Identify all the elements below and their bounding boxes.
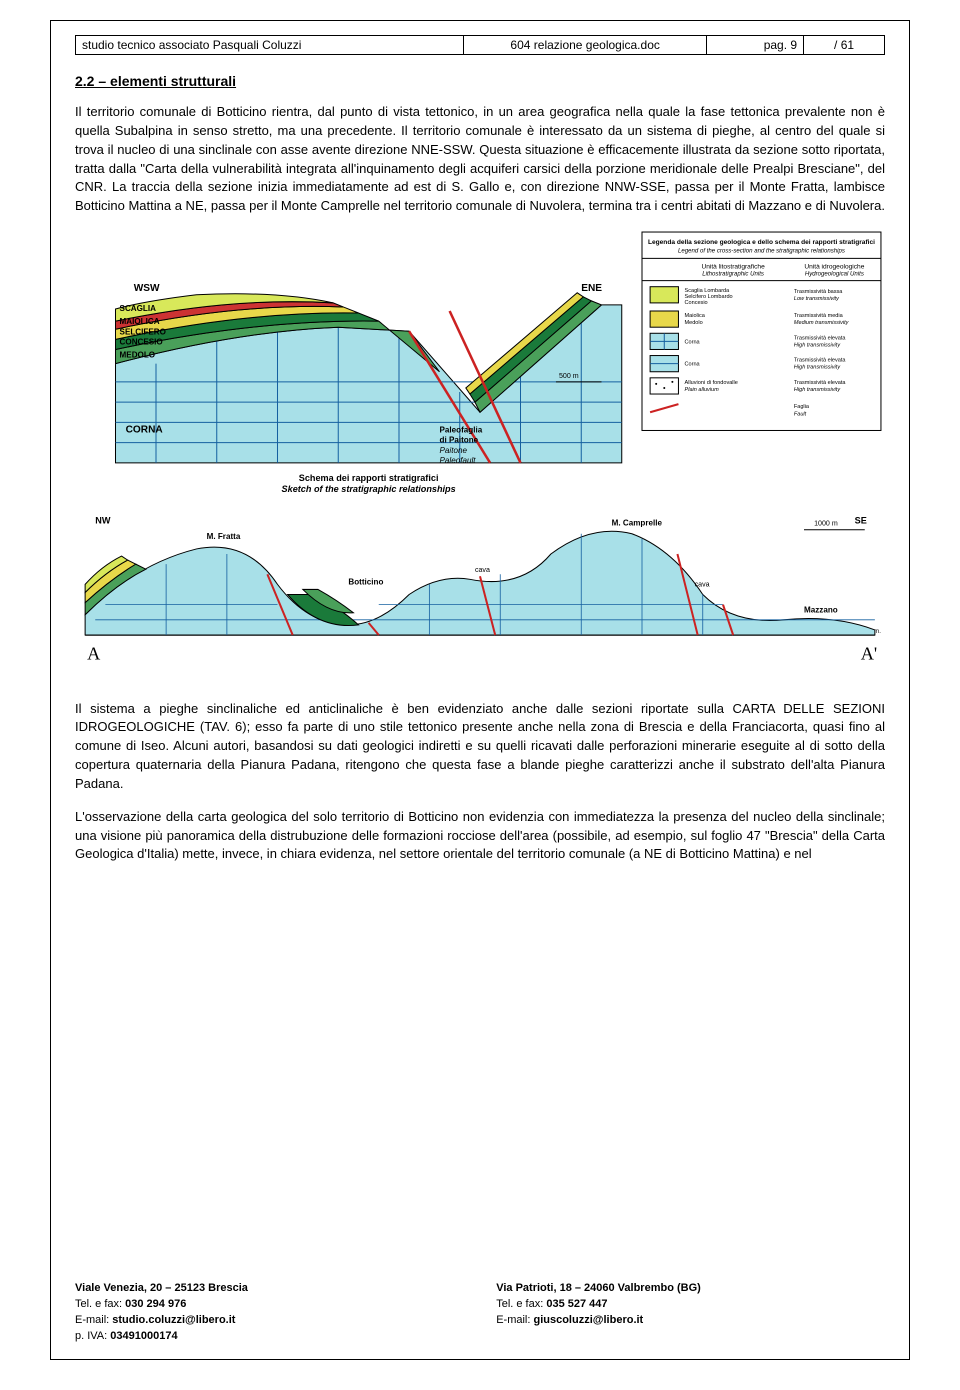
page-frame: { "header": { "studio": "studio tecnico … — [50, 20, 910, 1360]
svg-text:Trasmissività media: Trasmissività media — [794, 313, 844, 319]
footer-right: Via Patrioti, 18 – 24060 Valbrembo (BG) … — [496, 1281, 885, 1345]
svg-text:cava: cava — [695, 580, 710, 588]
svg-text:di Paitone: di Paitone — [440, 436, 479, 445]
svg-text:Unità litostratigrafiche: Unità litostratigrafiche — [701, 264, 765, 271]
paragraph-1: Il territorio comunale di Botticino rien… — [75, 103, 885, 216]
svg-text:Trasmissività elevata: Trasmissività elevata — [794, 335, 846, 341]
svg-text:500 m: 500 m — [559, 372, 579, 380]
footer-right-tel-label: Tel. e fax: — [496, 1298, 546, 1310]
svg-text:Trasmissività elevata: Trasmissività elevata — [794, 380, 846, 386]
svg-text:Medium transmissivity: Medium transmissivity — [794, 320, 850, 326]
header-page: pag. 9 — [707, 36, 804, 55]
svg-text:SELCIFERO: SELCIFERO — [120, 327, 166, 336]
svg-text:cava: cava — [475, 566, 490, 574]
svg-text:M. Camprelle: M. Camprelle — [612, 519, 663, 528]
svg-text:Paleofaglia: Paleofaglia — [440, 426, 483, 435]
footer-right-tel: 035 527 447 — [546, 1298, 607, 1310]
header-total: / 61 — [804, 36, 885, 55]
footer-right-email: giuscoluzzi@libero.it — [533, 1314, 643, 1326]
upper-section: WSW ENE — [116, 283, 622, 494]
footer-right-email-label: E-mail: — [496, 1314, 533, 1326]
lower-section: NW SE 1000 m 0 m s.l.m. — [85, 516, 881, 664]
svg-text:Schema dei rapporti stratigraf: Schema dei rapporti stratigrafici — [299, 473, 439, 483]
svg-text:Corna: Corna — [685, 362, 701, 368]
svg-text:Paitone: Paitone — [440, 446, 468, 455]
svg-text:High transmissivity: High transmissivity — [794, 387, 841, 393]
svg-text:SE: SE — [855, 516, 867, 526]
footer-left-iva-label: p. IVA: — [75, 1330, 110, 1342]
footer-right-addr: Via Patrioti, 18 – 24060 Valbrembo (BG) — [496, 1282, 701, 1294]
cross-section-svg: Legenda della sezione geologica e dello … — [75, 230, 885, 676]
paragraph-3: L'osservazione della carta geologica del… — [75, 808, 885, 865]
svg-text:CONCESIO: CONCESIO — [120, 337, 163, 346]
svg-text:Mazzano: Mazzano — [804, 606, 838, 615]
svg-text:M. Fratta: M. Fratta — [207, 532, 241, 541]
svg-text:SCAGLIA: SCAGLIA — [120, 304, 157, 313]
svg-text:Botticino: Botticino — [348, 577, 383, 586]
legend-title-en: Legend of the cross-section and the stra… — [678, 248, 845, 254]
svg-text:A: A — [87, 643, 101, 663]
paragraph-2: Il sistema a pieghe sinclinaliche ed ant… — [75, 700, 885, 794]
svg-text:Concesio: Concesio — [685, 300, 708, 306]
document-header-table: studio tecnico associato Pasquali Coluzz… — [75, 35, 885, 55]
svg-text:Faglia: Faglia — [794, 404, 810, 410]
geological-figure: Legenda della sezione geologica e dello … — [75, 230, 885, 676]
legend-box: Legenda della sezione geologica e dello … — [642, 232, 881, 430]
footer-left-tel: 030 294 976 — [125, 1298, 186, 1310]
svg-text:Maiolica: Maiolica — [685, 313, 706, 319]
svg-text:High transmissivity: High transmissivity — [794, 343, 841, 349]
svg-text:Trasmissività elevata: Trasmissività elevata — [794, 358, 846, 364]
footer-left-email: studio.coluzzi@libero.it — [112, 1314, 235, 1326]
footer-left-email-label: E-mail: — [75, 1314, 112, 1326]
header-docname: 604 relazione geologica.doc — [464, 36, 707, 55]
svg-text:Low transmissivity: Low transmissivity — [794, 296, 840, 302]
section-heading: 2.2 – elementi strutturali — [75, 73, 885, 89]
svg-text:Paleofault: Paleofault — [440, 456, 477, 465]
page-footer: Viale Venezia, 20 – 25123 Brescia Tel. e… — [75, 1281, 885, 1345]
svg-text:1000 m: 1000 m — [814, 520, 838, 528]
svg-text:Lithostratigraphic Units: Lithostratigraphic Units — [702, 272, 764, 278]
footer-left-iva: 03491000174 — [110, 1330, 177, 1342]
svg-text:High transmissivity: High transmissivity — [794, 365, 841, 371]
svg-text:NW: NW — [95, 516, 111, 526]
svg-text:Sketch of the stratigraphic re: Sketch of the stratigraphic relationship… — [282, 484, 456, 494]
svg-text:Fault: Fault — [794, 411, 807, 417]
svg-text:Alluvioni di fondovalle: Alluvioni di fondovalle — [685, 380, 738, 386]
footer-left-addr: Viale Venezia, 20 – 25123 Brescia — [75, 1282, 248, 1294]
svg-text:MAIOLICA: MAIOLICA — [120, 317, 160, 326]
svg-text:A': A' — [861, 643, 877, 663]
svg-text:Corna: Corna — [685, 339, 701, 345]
svg-text:WSW: WSW — [134, 283, 160, 294]
svg-text:CORNA: CORNA — [126, 425, 164, 436]
footer-left: Viale Venezia, 20 – 25123 Brescia Tel. e… — [75, 1281, 464, 1345]
svg-text:Hydrogeological Units: Hydrogeological Units — [805, 272, 864, 278]
footer-left-tel-label: Tel. e fax: — [75, 1298, 125, 1310]
svg-text:Trasmissività bassa: Trasmissività bassa — [794, 289, 843, 295]
svg-text:MEDOLO: MEDOLO — [120, 351, 156, 360]
svg-text:ENE: ENE — [581, 283, 602, 294]
legend-title: Legenda della sezione geologica e dello … — [648, 239, 875, 246]
svg-text:Unità idrogeologiche: Unità idrogeologiche — [804, 264, 864, 271]
svg-text:Medolo: Medolo — [685, 320, 703, 326]
svg-text:Plain alluvium: Plain alluvium — [685, 387, 720, 393]
header-studio: studio tecnico associato Pasquali Coluzz… — [76, 36, 464, 55]
